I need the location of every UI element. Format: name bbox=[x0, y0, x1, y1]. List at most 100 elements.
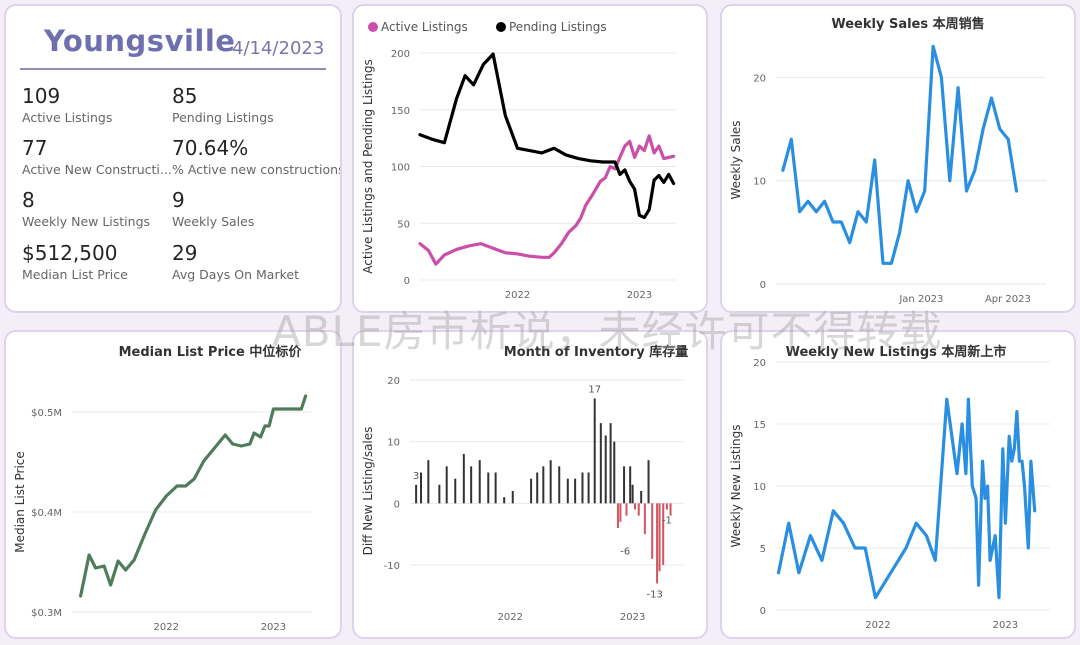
bar bbox=[445, 466, 448, 504]
x-tick-label: Apr 2023 bbox=[985, 294, 1031, 305]
y-tick-label: 5 bbox=[760, 544, 766, 555]
report-date: 4/14/2023 bbox=[232, 38, 325, 59]
inventory-chart: Month of Inventory 库存量 -10 0 10 20 2022 2023 Di… bbox=[361, 344, 688, 623]
legend-label: Pending Listings bbox=[509, 20, 607, 34]
legend-marker bbox=[496, 22, 506, 32]
kpi-value-weekly-new-listings: 8 bbox=[22, 188, 35, 212]
data-label: -1 bbox=[662, 516, 672, 527]
bar bbox=[651, 503, 654, 559]
y-tick-label: 50 bbox=[397, 219, 410, 230]
bar bbox=[438, 484, 441, 504]
y-tick-label: 100 bbox=[391, 163, 410, 174]
bar bbox=[593, 398, 596, 504]
x-tick-label: 2023 bbox=[620, 612, 645, 623]
bar bbox=[613, 441, 616, 504]
x-tick-label: 2022 bbox=[865, 620, 890, 631]
y-axis-label: Weekly New Listings bbox=[729, 425, 743, 548]
inventory-chart-card: Month of Inventory 库存量 -10 0 10 20 2022 2023 Di… bbox=[352, 330, 708, 639]
city-title: Youngsville bbox=[44, 24, 236, 58]
kpi-value-median-list-price: $512,500 bbox=[22, 241, 118, 265]
kpi-label-active-new-construction: Active New Constructi... bbox=[22, 162, 172, 177]
kpi-value-weekly-sales: 9 bbox=[172, 188, 185, 212]
median-price-chart: Median List Price 中位标价 $0.3M $0.4M $0.5M 202… bbox=[13, 344, 312, 633]
y-tick-label: 10 bbox=[753, 177, 766, 188]
bar bbox=[634, 503, 637, 510]
bar bbox=[558, 466, 561, 504]
series-line-median-list-price bbox=[79, 394, 308, 598]
chart-title: Month of Inventory 库存量 bbox=[504, 344, 688, 360]
kpi-label-weekly-new-listings: Weekly New Listings bbox=[22, 214, 151, 229]
bar bbox=[619, 503, 622, 522]
weekly-sales-chart: Weekly Sales 本周销售 0 10 20 Jan 2023 Apr 2023 We… bbox=[729, 16, 1046, 305]
bar bbox=[623, 466, 626, 504]
kpi-value-pending-listings: 85 bbox=[172, 84, 198, 108]
bar bbox=[503, 497, 506, 504]
bar bbox=[454, 478, 457, 504]
x-tick-label: 2023 bbox=[993, 620, 1018, 631]
bar bbox=[549, 460, 552, 504]
y-axis-label: Median List Price bbox=[13, 451, 27, 553]
weekly-sales-chart-card: Weekly Sales 本周销售 0 10 20 Jan 2023 Apr 2023 We… bbox=[720, 4, 1076, 313]
kpi-card: Youngsville 4/14/2023 109 Active Listing… bbox=[4, 4, 342, 313]
bar bbox=[574, 478, 577, 504]
new-listings-chart: Weekly New Listings 本周新上市 0 5 10 15 20 2022 202… bbox=[729, 344, 1050, 631]
legend-label: Active Listings bbox=[381, 20, 468, 34]
bar bbox=[587, 472, 590, 504]
bar bbox=[637, 503, 640, 516]
bar bbox=[581, 472, 584, 504]
x-tick-label: 2022 bbox=[498, 612, 523, 623]
y-tick-label: $0.3M bbox=[31, 608, 62, 619]
bar bbox=[462, 454, 465, 504]
kpi-label-pending-listings: Pending Listings bbox=[172, 110, 274, 125]
bar bbox=[640, 491, 643, 504]
y-tick-label: 10 bbox=[387, 438, 400, 449]
bar bbox=[609, 423, 612, 504]
y-tick-label: 0 bbox=[394, 499, 400, 510]
bar bbox=[631, 484, 634, 504]
x-tick-label: 2022 bbox=[154, 622, 179, 633]
kpi-label-avg-days-on-market: Avg Days On Market bbox=[172, 267, 299, 282]
kpi-value-active-new-construction: 77 bbox=[22, 136, 48, 160]
bar bbox=[658, 503, 661, 572]
y-tick-label: -10 bbox=[384, 561, 400, 572]
kpi-label-active-listings: Active Listings bbox=[22, 110, 113, 125]
y-axis-label: Weekly Sales bbox=[729, 120, 743, 199]
bar bbox=[487, 472, 490, 504]
bar bbox=[478, 460, 481, 504]
chart-title: Weekly New Listings 本周新上市 bbox=[786, 344, 1007, 360]
bar bbox=[530, 478, 533, 504]
bar bbox=[420, 472, 423, 504]
legend-marker bbox=[368, 22, 378, 32]
data-label: -13 bbox=[646, 590, 662, 601]
y-axis-label: Active Listings and Pending Listings bbox=[361, 59, 375, 274]
kpi-label-weekly-sales: Weekly Sales bbox=[172, 214, 255, 229]
listings-chart-card: Active Listings Pending Listings 0 50 100 150… bbox=[352, 4, 708, 313]
chart-title: Weekly Sales 本周销售 bbox=[831, 16, 984, 32]
series-line-pending-listings bbox=[418, 52, 676, 220]
y-axis-label: Diff New Listing/sales bbox=[361, 427, 375, 556]
bar bbox=[536, 472, 539, 504]
kpi-value-active-listings: 109 bbox=[22, 84, 61, 108]
y-tick-label: $0.4M bbox=[31, 508, 62, 519]
bar bbox=[665, 503, 668, 510]
series-line-active-listings bbox=[418, 134, 676, 266]
kpi-label-pct-new-construction: % Active new constructions bbox=[172, 162, 342, 177]
bar bbox=[616, 503, 619, 528]
y-tick-label: 20 bbox=[753, 73, 766, 84]
bar bbox=[647, 460, 650, 504]
data-label: 17 bbox=[588, 385, 601, 396]
data-label: -6 bbox=[620, 546, 630, 557]
series-line-weekly-new-listings bbox=[776, 397, 1037, 600]
median-price-chart-card: Median List Price 中位标价 $0.3M $0.4M $0.5M 202… bbox=[4, 330, 342, 639]
kpi-value-avg-days-on-market: 29 bbox=[172, 241, 198, 265]
series-line-weekly-sales bbox=[781, 44, 1019, 265]
x-tick-label: 2023 bbox=[261, 622, 286, 633]
bar bbox=[542, 466, 545, 504]
bar bbox=[656, 503, 659, 584]
y-tick-label: 20 bbox=[753, 358, 766, 369]
bar bbox=[662, 503, 665, 565]
bar bbox=[427, 460, 430, 504]
bar bbox=[470, 466, 473, 504]
bar bbox=[625, 503, 628, 516]
bar bbox=[511, 491, 514, 504]
